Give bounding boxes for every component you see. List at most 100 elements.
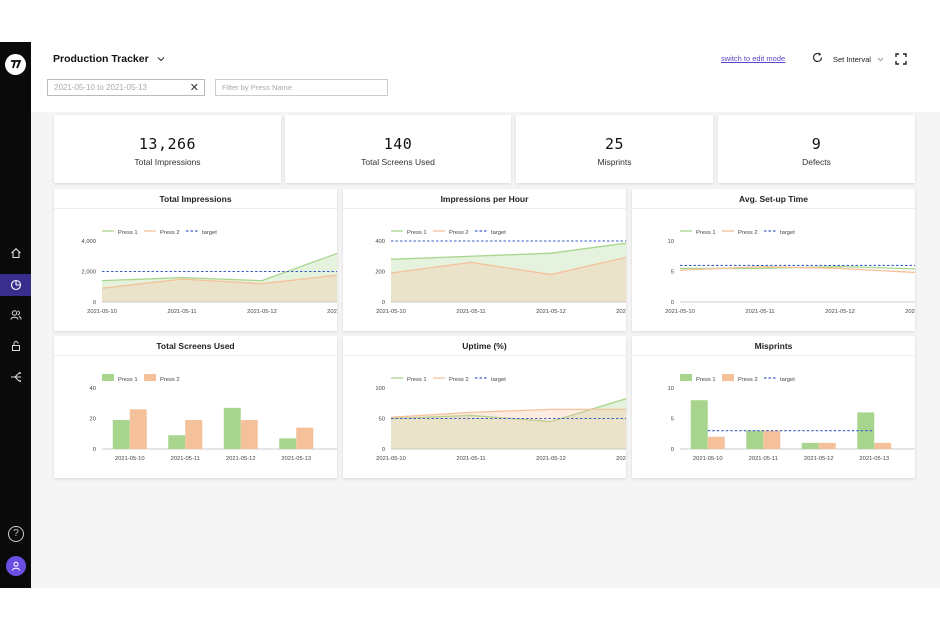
x-tick-label: 2021-05-10 [376,456,406,462]
home-icon [10,248,21,259]
interval-select[interactable]: Set Interval [833,55,884,64]
fullscreen-icon[interactable] [895,53,907,65]
chart-svg: Press 1 Press 2 target 0 2,000 4,000 2021-05-1… [81,230,337,315]
sidebar: ? [0,42,31,588]
bar [112,420,130,449]
y-tick-label: 50 [379,417,385,423]
y-tick-label: 0 [671,447,674,453]
series-line [101,274,337,289]
x-tick-label: 2021-05-12 [536,309,566,315]
legend-label: target [780,230,795,236]
dashboard-selector[interactable]: Production Tracker [53,53,165,65]
chart-title: Avg. Set-up Time [632,189,915,209]
legend-label: Press 1 [696,377,716,383]
legend-label: target [491,230,506,236]
chart-card: Total Screens Used Press 1 Press 2 0 20 40 20… [54,336,337,478]
y-tick-label: 4,000 [81,239,96,245]
legend-swatch [102,374,114,381]
x-tick-label: 2021-05-10 [115,456,145,462]
x-tick-label: 2021-05-10 [693,456,723,462]
workflow-icon [10,372,21,382]
chart-title: Total Impressions [54,189,337,209]
logo-icon[interactable] [5,54,26,75]
x-tick-label: 2021-05-12 [536,456,566,462]
bar [801,442,819,449]
y-tick-label: 0 [671,300,674,306]
kpi-total-impressions: 13,266 Total Impressions [54,115,281,183]
bar [690,400,708,449]
y-tick-label: 20 [90,417,96,423]
y-tick-label: 5 [671,417,674,423]
bar [129,409,147,449]
y-tick-label: 400 [375,239,385,245]
kpi-label: Total Screens Used [361,157,435,167]
legend-label: Press 2 [160,230,180,236]
press-filter-input[interactable] [215,79,388,96]
x-tick-label: 2021-05-13 [327,309,337,315]
x-tick-label: 2021-05-11 [745,309,774,315]
chart-svg: Press 1 Press 2 0 20 40 2021-05-10 2021-05-11 2… [90,374,337,462]
sidebar-item-security[interactable] [0,335,31,357]
bar [240,420,258,449]
series-line [390,256,626,276]
series-line [390,408,626,418]
series-line [101,252,337,282]
legend-swatch [680,374,692,381]
x-tick-label: 2021-05-11 [456,309,485,315]
x-tick-label: 2021-05-11 [171,456,200,462]
y-tick-label: 0 [382,300,385,306]
sidebar-item-users[interactable] [0,304,31,326]
y-tick-label: 0 [382,447,385,453]
y-tick-label: 10 [668,239,674,245]
x-tick-label: 2021-05-13 [616,456,626,462]
x-tick-label: 2021-05-10 [376,309,406,315]
series-line [390,242,626,260]
chart-card: Uptime (%) Press 1 Press 2 target 0 50 100 202… [343,336,626,478]
page-title: Production Tracker [53,53,149,65]
chart-svg: Press 1 Press 2 target 0 5 10 2021-05-10 2021-0… [668,374,915,462]
date-range-field[interactable]: 2021-05-10 to 2021-05-13 ✕ [47,79,205,96]
edit-mode-link[interactable]: switch to edit mode [721,54,786,63]
series-area [102,253,337,302]
chart-title: Uptime (%) [343,336,626,356]
y-tick-label: 10 [668,386,674,392]
sidebar-item-workflow[interactable] [0,366,31,388]
x-tick-label: 2021-05-13 [281,456,311,462]
sidebar-item-dashboard[interactable] [0,274,31,296]
chart-card: Misprints Press 1 Press 2 target 0 5 10 2021-0… [632,336,915,478]
chart-title: Total Screens Used [54,336,337,356]
dashboard-icon [10,279,21,291]
kpi-label: Defects [802,157,831,167]
chart-svg: Press 1 Press 2 target 0 200 400 2021-05-10 202… [375,230,626,315]
x-tick-label: 2021-05-13 [859,456,889,462]
legend-label: Press 2 [738,377,758,383]
kpi-label: Misprints [597,157,632,167]
interval-label: Set Interval [833,55,871,64]
refresh-icon[interactable] [812,52,823,63]
bar [185,420,203,449]
chart-card: Impressions per Hour Press 1 Press 2 targe… [343,189,626,331]
header: Production Tracker 2021-05-10 to 2021-05… [31,42,940,112]
series-area [391,257,626,302]
bar [818,442,836,449]
close-icon[interactable]: ✕ [189,82,199,94]
kpi-value: 25 [604,135,625,153]
chart-title: Impressions per Hour [343,189,626,209]
y-tick-label: 40 [90,386,96,392]
sidebar-item-home[interactable] [0,242,31,264]
chevron-down-icon [157,57,165,62]
legend-label: target [780,377,795,383]
bar [223,407,241,449]
user-icon [12,561,20,571]
avatar[interactable] [6,556,26,576]
legend-swatch [144,374,156,381]
bar [296,427,314,449]
chart-card: Avg. Set-up Time Press 1 Press 2 target 0 5 1… [632,189,915,331]
kpi-value: 9 [811,135,822,153]
y-tick-label: 2,000 [81,270,96,276]
legend-label: Press 1 [118,230,138,236]
chart-card: Total Impressions Press 1 Press 2 target 0 2… [54,189,337,331]
x-tick-label: 2021-05-12 [247,309,277,315]
lock-icon [11,341,20,351]
help-icon[interactable]: ? [8,526,24,542]
